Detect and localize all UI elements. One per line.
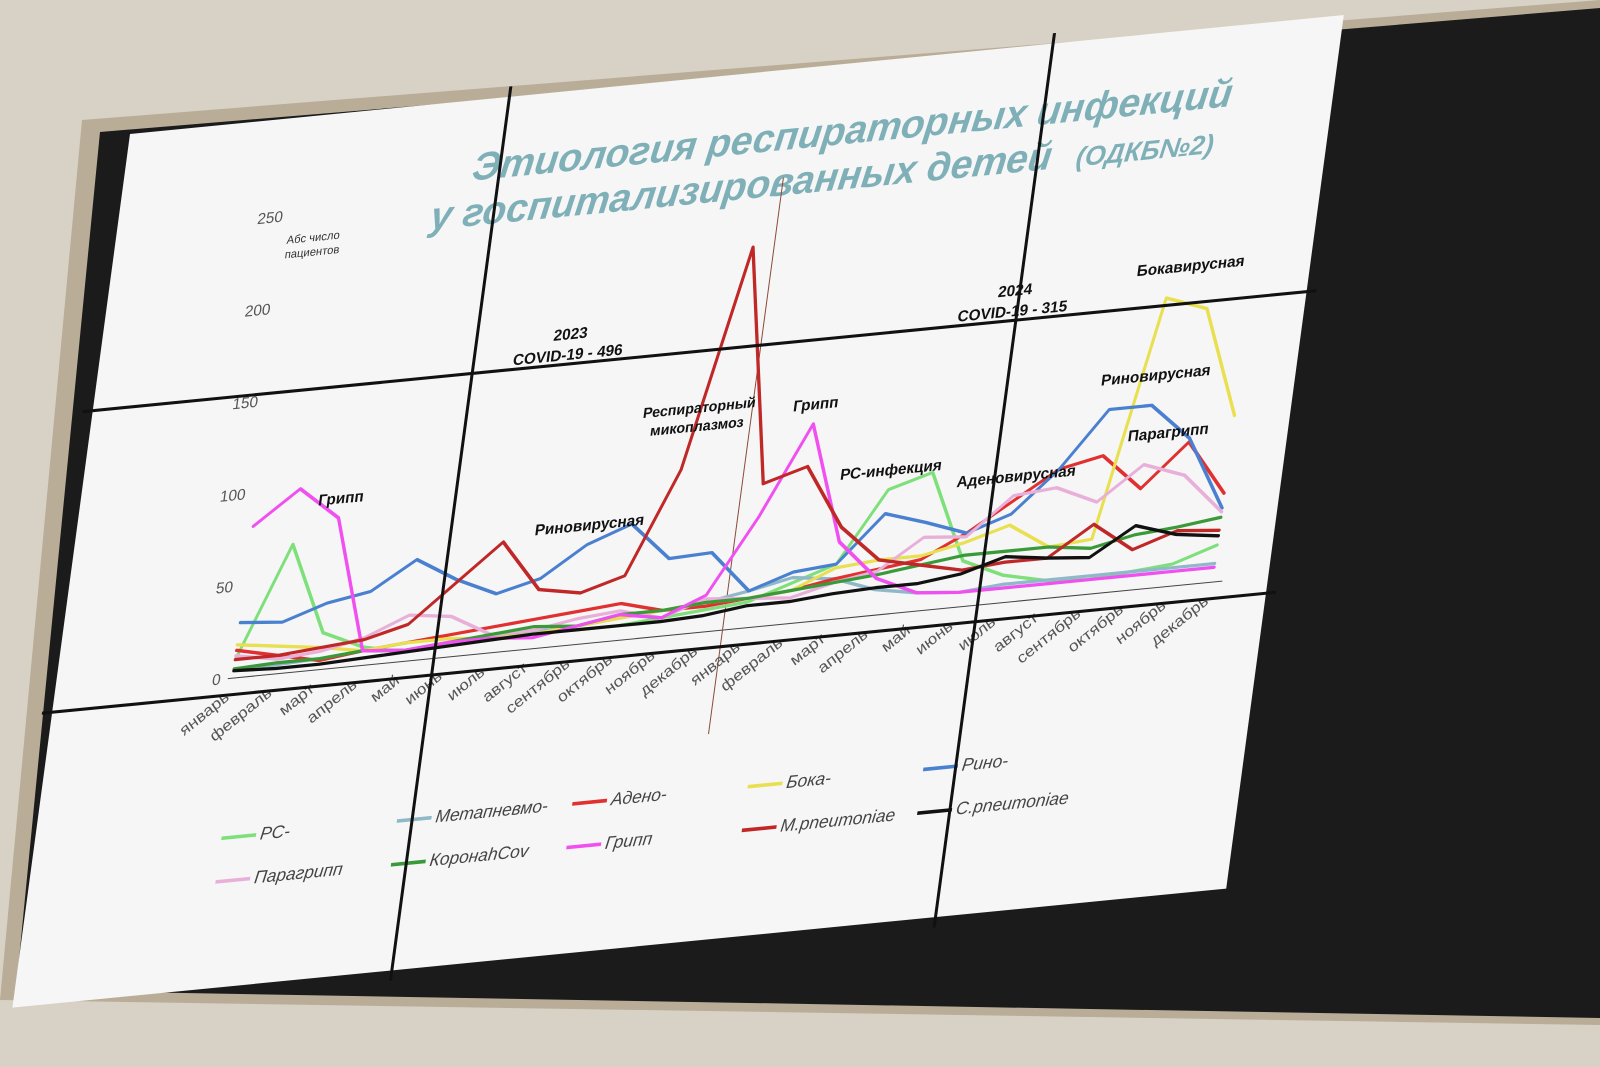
annotation-label: Грипп: [792, 394, 840, 415]
legend-swatch: [396, 815, 432, 823]
x-axis-line: [227, 580, 1223, 680]
y-tick-label: 50: [215, 579, 235, 598]
legend-label: Рино-: [961, 750, 1010, 775]
legend-swatch: [566, 842, 602, 850]
legend-swatch: [572, 798, 608, 806]
tile-seam-v1: [388, 86, 513, 981]
tile-seam-h1: [82, 289, 1317, 414]
y-axis-label-line-2: пациентов: [284, 244, 340, 261]
slide-background: [12, 14, 1344, 1008]
y-tick-label: 200: [244, 301, 272, 321]
series-line: [251, 422, 1216, 653]
y-axis-label-line-1: Абс число: [286, 230, 341, 247]
y-tick-label: 100: [219, 486, 247, 506]
slide: Этиология респираторных инфекций у госпи…: [12, 14, 1344, 1008]
y-tick-label: 150: [231, 394, 259, 414]
legend-swatch: [741, 825, 777, 833]
series-line: [232, 523, 1220, 673]
legend-swatch: [747, 781, 783, 789]
legend-label: Грипп: [604, 828, 654, 853]
legend-swatch: [917, 807, 953, 815]
legend-label: РС-: [259, 821, 292, 844]
legend-swatch: [215, 876, 251, 884]
series-line: [238, 403, 1224, 625]
tile-seam-v2: [932, 32, 1057, 928]
legend-swatch: [922, 764, 959, 772]
y-tick-label: 250: [256, 209, 284, 229]
period-divider-line: [707, 177, 784, 735]
series-line: [234, 462, 1224, 661]
series-line: [233, 245, 1221, 662]
tile-seams: [41, 32, 1317, 981]
legend-swatch: [221, 833, 257, 841]
tile-seam-h2: [41, 590, 1277, 715]
period-year-label: 2024: [997, 281, 1034, 301]
annotation-label: Грипп: [317, 488, 365, 509]
legend-swatch: [390, 859, 426, 867]
y-tick-label: 0: [211, 671, 222, 689]
legend-label: Бока-: [785, 768, 832, 792]
period-year-label: 2023: [552, 324, 589, 344]
